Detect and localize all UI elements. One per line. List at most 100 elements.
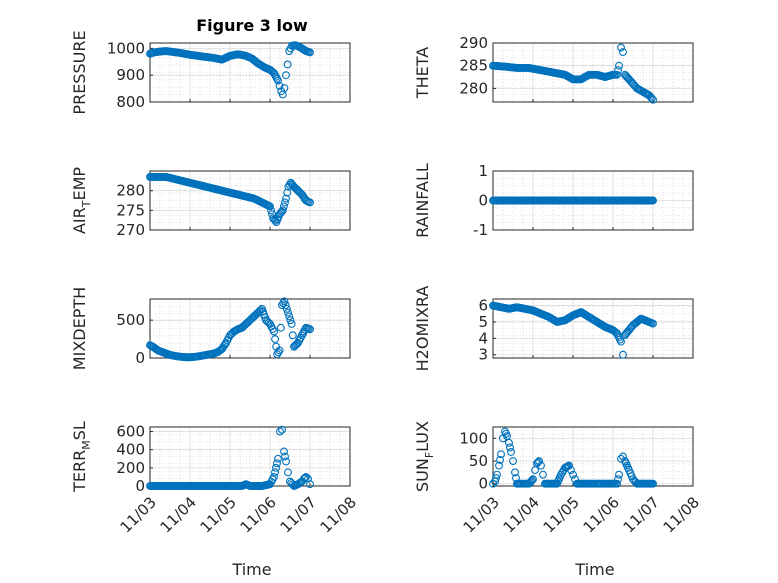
data-point: [263, 317, 272, 326]
y-axis-label: H2OMIXRA: [413, 286, 432, 372]
axes-box: [149, 298, 351, 359]
y-axis-label: PRESSURE: [70, 30, 89, 114]
axes-box: [149, 170, 351, 231]
data-point: [491, 477, 499, 486]
data-point: [619, 350, 627, 359]
axes-box: [149, 42, 351, 103]
data-point: [275, 346, 284, 355]
data-point: [270, 472, 278, 481]
data-point: [288, 331, 297, 340]
data-point: [282, 71, 290, 80]
data-point: [294, 186, 302, 195]
data-point: [285, 312, 294, 321]
data-point: [569, 470, 577, 479]
data-point: [287, 320, 296, 328]
data-point: [283, 60, 292, 69]
data-point: [527, 477, 535, 486]
data-point: [533, 459, 541, 468]
data-point: [503, 432, 511, 441]
data-point: [266, 202, 274, 211]
data-point: [614, 475, 622, 484]
y-tick-label: 1: [478, 162, 488, 180]
data-point: [284, 308, 292, 317]
data-point: [279, 202, 288, 211]
data-point: [272, 463, 280, 472]
y-axis-label: MIXDEPTH: [70, 287, 89, 370]
y-tick-label: 275: [116, 201, 145, 219]
data-point: [649, 479, 657, 488]
data-point: [506, 443, 514, 452]
y-tick-label: -1: [473, 221, 488, 239]
y-tick-label: 0: [478, 192, 488, 210]
data-point: [271, 468, 279, 477]
subplot-pressure: 800 900 1000 PRESSURE: [70, 30, 351, 115]
y-axis-label: RAINFALL: [413, 163, 432, 238]
data-point: [306, 480, 314, 489]
y-tick-label: 270: [116, 221, 145, 239]
data-point: [529, 475, 537, 484]
data-point: [537, 461, 545, 470]
data-point: [492, 474, 500, 483]
y-tick-label: 0: [135, 477, 145, 495]
data-point: [304, 474, 312, 483]
y-tick-label: 800: [116, 93, 145, 111]
y-tick-label: 400: [116, 441, 145, 459]
data-point: [619, 48, 627, 57]
y-tick-label: 50: [469, 452, 488, 470]
data-point: [509, 457, 517, 465]
y-tick-label: 0: [478, 475, 488, 493]
y-tick-label: 200: [116, 459, 145, 477]
data-point: [493, 470, 501, 479]
y-tick-label: 600: [116, 423, 145, 441]
data-point: [270, 215, 279, 224]
figure-title: Figure 3 low: [196, 16, 308, 35]
data-point: [221, 340, 229, 349]
data-point: [619, 452, 627, 461]
data-point: [531, 466, 539, 475]
y-tick-label: 1000: [107, 39, 145, 57]
data-point: [497, 450, 505, 459]
axes-box: [149, 426, 351, 487]
data-point: [281, 452, 289, 461]
data-point: [281, 301, 290, 310]
y-tick-label: 280: [459, 79, 488, 97]
data-point: [274, 348, 283, 357]
data-point: [283, 188, 292, 197]
data-point: [496, 455, 504, 464]
data-point: [649, 319, 657, 328]
data-point: [273, 459, 281, 468]
data-point: [613, 70, 621, 79]
axes-box: [492, 42, 694, 103]
y-tick-label: 290: [459, 34, 488, 52]
data-point: [268, 210, 277, 219]
data-point: [617, 454, 625, 463]
y-tick-label: 4: [478, 329, 488, 347]
data-point: [306, 48, 314, 57]
data-point: [276, 427, 284, 436]
x-axis-label-left: Time: [231, 560, 271, 579]
data-point: [528, 476, 536, 485]
data-point: [647, 94, 656, 103]
y-tick-label: 500: [116, 311, 145, 329]
data-point: [278, 425, 286, 434]
data-point: [302, 472, 310, 481]
subplot-rainfall: -1 0 1 RAINFALL: [413, 162, 694, 239]
data-point: [505, 438, 513, 447]
y-tick-label: 280: [116, 182, 145, 200]
y-tick-label: 900: [116, 66, 145, 84]
data-point: [274, 454, 282, 463]
data-point: [279, 299, 288, 308]
data-point: [278, 206, 287, 215]
data-point: [306, 198, 314, 207]
data-point: [280, 84, 289, 93]
data-point: [617, 337, 625, 346]
y-axis-label: THETA: [413, 47, 432, 99]
data-point: [274, 76, 282, 85]
data-point: [567, 466, 575, 475]
y-tick-label: 3: [478, 346, 488, 364]
axes-box: [492, 298, 694, 359]
y-tick-label: 6: [478, 297, 488, 315]
